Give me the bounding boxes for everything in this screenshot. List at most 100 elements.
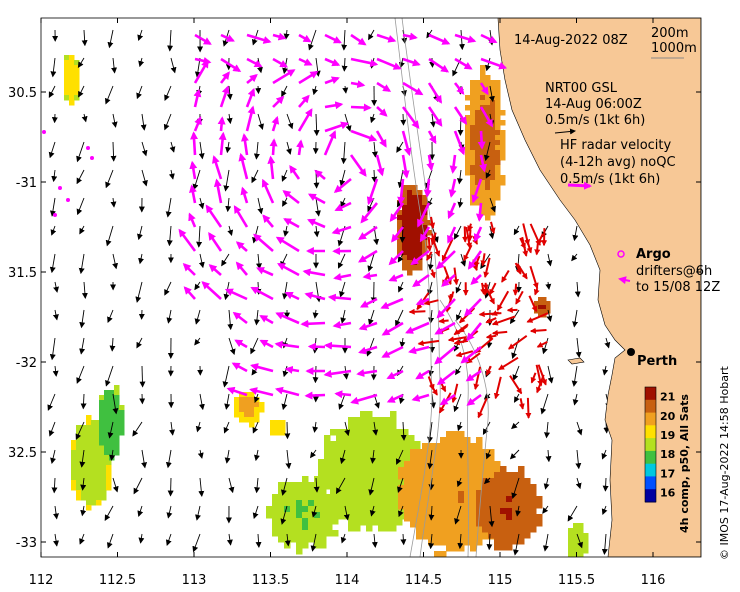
- sst-pixel: [482, 533, 489, 540]
- colorbar-tick-label: 19: [660, 429, 675, 442]
- sst-pixel: [512, 484, 519, 491]
- sst-pixel: [422, 215, 428, 221]
- sst-pixel: [320, 524, 327, 531]
- radar-arrow: [423, 299, 439, 306]
- model-arrow: [193, 59, 209, 84]
- sst-pixel: [412, 235, 418, 241]
- sst-pixel: [372, 501, 379, 508]
- sst-pixel: [106, 475, 112, 481]
- sst-pixel: [109, 400, 115, 406]
- sst-pixel: [330, 471, 337, 478]
- model-arrow: [208, 264, 222, 276]
- sst-pixel: [272, 494, 279, 501]
- sst-pixel: [470, 533, 477, 540]
- sst-pixel: [485, 180, 491, 186]
- model-arrow: [453, 130, 466, 156]
- sst-pixel: [278, 512, 285, 519]
- current-arrow: [167, 29, 174, 52]
- sst-pixel: [464, 533, 471, 540]
- model-arrow: [408, 345, 430, 355]
- model-arrow: [231, 362, 248, 373]
- sst-pixel: [284, 530, 291, 537]
- current-arrow: [400, 533, 407, 546]
- sst-pixel: [354, 471, 361, 478]
- sst-pixel: [524, 508, 531, 515]
- sst-pixel: [270, 430, 276, 436]
- sst-pixel: [465, 140, 471, 146]
- sst-pixel: [114, 440, 120, 446]
- sst-pixel: [518, 466, 525, 473]
- sst-pixel: [402, 453, 409, 460]
- sst-pixel: [330, 429, 337, 436]
- model-arrow: [232, 311, 248, 325]
- sst-pixel: [96, 425, 102, 431]
- sst-pixel: [360, 489, 367, 496]
- current-arrow: [368, 309, 375, 326]
- sst-pixel: [404, 461, 411, 468]
- sst-pixel: [530, 496, 537, 503]
- sst-pixel: [500, 514, 507, 521]
- radar-arrow: [426, 236, 433, 252]
- model-arrow: [466, 393, 482, 406]
- sst-pixel: [480, 75, 486, 81]
- model-arrow: [376, 33, 397, 43]
- sst-pixel: [366, 435, 373, 442]
- sst-pixel: [524, 532, 531, 539]
- radar-arrow: [477, 397, 488, 419]
- sst-pixel: [573, 528, 579, 534]
- sst-pixel: [482, 484, 489, 491]
- sst-pixel: [330, 453, 337, 460]
- sst-pixel: [452, 437, 459, 444]
- sst-pixel: [530, 520, 537, 527]
- credit-text: © IMOS 17-Aug-2022 14:58 Hobart: [718, 366, 731, 560]
- sst-pixel: [482, 526, 489, 533]
- model-arrow: [454, 33, 477, 44]
- sst-pixel: [452, 491, 459, 498]
- sst-pixel: [412, 240, 418, 246]
- sst-pixel: [434, 485, 441, 492]
- sst-pixel: [490, 200, 496, 206]
- sst-pixel: [336, 441, 343, 448]
- current-arrow: [198, 197, 205, 210]
- sst-pixel: [342, 495, 349, 502]
- sst-pixel: [417, 200, 423, 206]
- sst-pixel: [446, 431, 453, 438]
- sst-pixel: [96, 440, 102, 446]
- sst-pixel: [360, 417, 367, 424]
- sst-pixel: [495, 120, 501, 126]
- radar-arrow: [516, 263, 528, 280]
- sst-pixel: [354, 483, 361, 490]
- sst-pixel: [366, 447, 373, 454]
- sst-pixel: [434, 521, 441, 528]
- sst-pixel: [482, 461, 489, 468]
- drifter-dot: [66, 198, 70, 202]
- sst-pixel: [397, 220, 403, 226]
- sst-pixel: [488, 467, 495, 474]
- sst-pixel: [475, 155, 481, 161]
- sst-pixel: [378, 489, 385, 496]
- model-arrow: [183, 286, 196, 300]
- sst-pixel: [452, 443, 459, 450]
- sst-pixel: [476, 490, 483, 497]
- sst-pixel: [407, 235, 413, 241]
- sst-pixel: [428, 527, 435, 534]
- model-arrow: [246, 33, 272, 44]
- current-arrow: [483, 141, 491, 162]
- radar-arrow: [514, 262, 522, 275]
- x-tick-label: 113: [182, 573, 207, 588]
- sst-pixel: [568, 553, 574, 557]
- sst-pixel: [506, 472, 513, 479]
- sst-pixel: [568, 528, 574, 534]
- current-arrow: [547, 365, 554, 384]
- sst-pixel: [354, 447, 361, 454]
- sst-pixel: [573, 538, 579, 544]
- model-arrow: [272, 95, 285, 108]
- sst-pixel: [583, 533, 589, 539]
- drifter-icon: [618, 276, 631, 285]
- sst-pixel: [74, 95, 80, 101]
- model-arrow: [262, 214, 274, 228]
- sst-pixel: [485, 185, 491, 191]
- current-arrow: [282, 281, 288, 300]
- sst-pixel: [446, 515, 453, 522]
- sst-pixel: [500, 155, 506, 161]
